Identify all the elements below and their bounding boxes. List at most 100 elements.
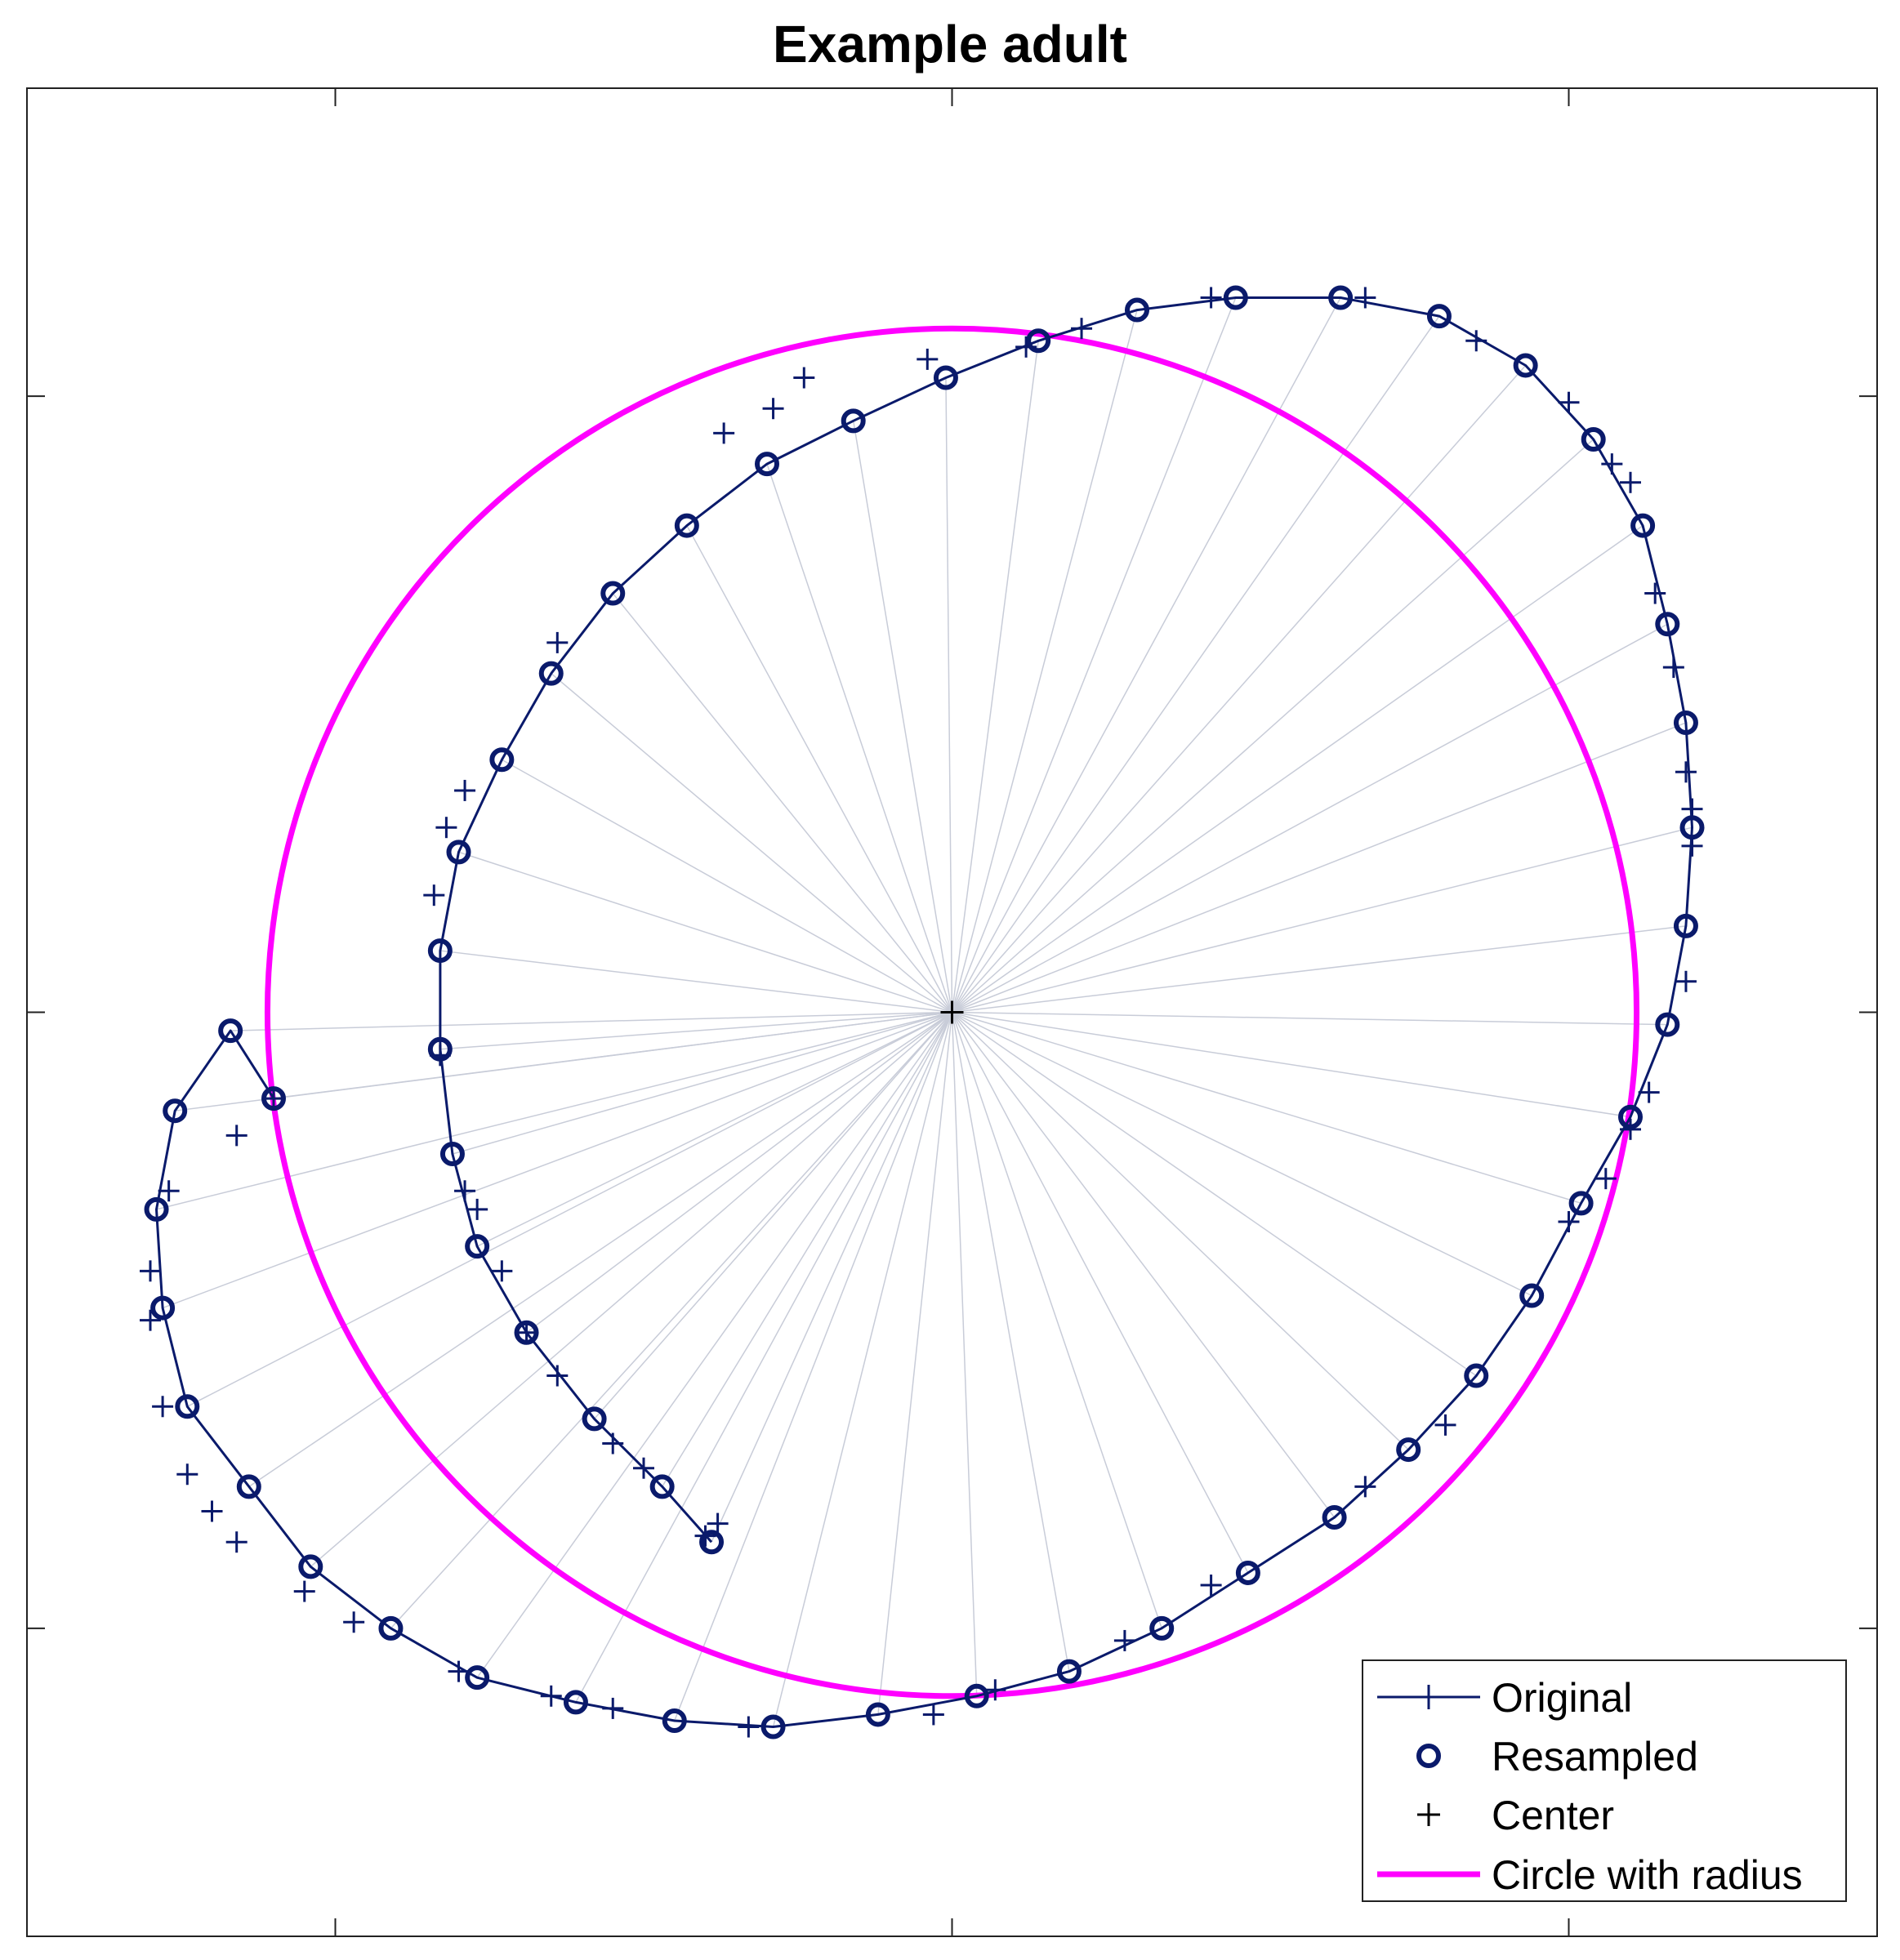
legend-entry-original: Original: [1377, 1675, 1632, 1721]
original-marker: [1594, 1168, 1617, 1190]
resampled-marker: [514, 1320, 539, 1345]
original-marker: [602, 1432, 624, 1454]
ray-line: [952, 439, 1594, 1013]
ray-line: [594, 1012, 953, 1419]
legend-box: [1362, 1659, 1847, 1902]
axis-ticks: [27, 88, 1877, 1936]
original-marker: [435, 817, 457, 839]
original-marker: [225, 1125, 248, 1147]
resampled-marker: [1426, 304, 1452, 329]
circle-layer: [264, 325, 1640, 1699]
resampled-marker: [964, 1683, 989, 1708]
resampled-marker: [1618, 1104, 1643, 1129]
original-marker: [762, 398, 784, 420]
ray-line: [877, 1012, 953, 1715]
ray-line: [952, 722, 1687, 1013]
resampled-marker: [841, 408, 866, 434]
original-marker: [1200, 287, 1222, 309]
ray-line: [951, 297, 1237, 1013]
original-marker: [917, 348, 939, 370]
ray-line: [952, 925, 1687, 1013]
ray-line: [951, 310, 1138, 1013]
resampled-marker: [427, 1036, 453, 1062]
legend-label-resampled: Resampled: [1492, 1734, 1698, 1780]
ray-line: [662, 1012, 953, 1487]
ray-line: [310, 1011, 952, 1567]
resampled-marker: [261, 1086, 286, 1111]
original-marker: [602, 1697, 624, 1719]
original-marker: [1620, 471, 1641, 493]
resampled-marker: [175, 1394, 200, 1419]
original-marker: [293, 1580, 315, 1602]
resampled-marker: [1673, 913, 1698, 938]
original-marker: [1558, 1210, 1580, 1232]
resampled-marker: [1464, 1363, 1489, 1388]
ray-line: [526, 1011, 952, 1334]
original-marker: [454, 1180, 476, 1202]
curve-layer: [140, 285, 1705, 1740]
original-marker: [423, 884, 445, 906]
resampled-marker: [378, 1615, 404, 1641]
original-marker: [466, 1198, 488, 1220]
resampled-marker: [1322, 1505, 1347, 1530]
original-marker: [263, 1088, 284, 1110]
ray-line: [390, 1011, 953, 1629]
legend-label-center: Center: [1492, 1793, 1614, 1838]
original-marker: [546, 1365, 569, 1387]
original-marker: [540, 1685, 562, 1707]
ray-line: [951, 315, 1440, 1013]
resampled-marker: [163, 1098, 188, 1124]
original-marker: [158, 1180, 180, 1202]
resampled-marker: [755, 452, 779, 477]
ray-line: [551, 673, 952, 1013]
ray-line: [952, 1011, 1532, 1297]
chart-title: Example adult: [773, 15, 1127, 74]
original-marker: [1638, 1081, 1660, 1103]
resampled-marker: [150, 1295, 176, 1321]
resampled-marker: [298, 1554, 323, 1579]
resampled-marker: [1026, 328, 1051, 354]
original-marker: [176, 1463, 198, 1486]
original-marker: [152, 1396, 174, 1418]
original-marker: [1601, 453, 1623, 475]
legend-entry-resampled: Resampled: [1416, 1734, 1698, 1780]
resampled-marker: [1125, 297, 1149, 323]
ray-line: [952, 623, 1668, 1013]
ray-line: [952, 826, 1693, 1013]
ray-line: [674, 1012, 953, 1722]
original-marker: [1465, 330, 1487, 352]
ray-line: [612, 593, 953, 1013]
original-marker: [707, 1512, 729, 1535]
ray-line: [458, 851, 952, 1013]
legend: Original Resampled Center Circle with ra…: [1362, 1659, 1847, 1902]
resampled-marker: [1679, 815, 1705, 840]
resampled-marker: [1149, 1615, 1175, 1641]
ray-line: [952, 1011, 1581, 1205]
resampled-marker: [1630, 513, 1656, 538]
legend-label-circle: Circle with radius: [1492, 1852, 1803, 1898]
resampled-marker: [465, 1234, 490, 1259]
resampled-marker: [1396, 1437, 1421, 1463]
original-marker: [140, 1260, 161, 1282]
resampled-marker: [674, 513, 699, 538]
resampled-marker: [489, 747, 515, 773]
ray-line: [772, 1012, 953, 1727]
ray-line: [248, 1011, 952, 1487]
resampled-marker: [600, 581, 626, 606]
resampled-marker: [649, 1474, 675, 1499]
original-marker: [1644, 582, 1666, 604]
legend-entry-circle: Circle with radius: [1377, 1852, 1803, 1898]
ray-line: [852, 421, 953, 1013]
original-marker: [225, 1531, 248, 1553]
ray-line: [951, 297, 1341, 1013]
ray-line: [952, 1011, 1477, 1377]
ray-line: [951, 1012, 978, 1696]
original-marker: [448, 1660, 470, 1682]
original-marker: [140, 1309, 161, 1331]
resampled-marker: [1568, 1191, 1594, 1216]
original-marker: [343, 1611, 365, 1633]
ray-line: [952, 1011, 1668, 1026]
ray-line: [686, 525, 953, 1013]
original-marker: [1558, 391, 1580, 413]
